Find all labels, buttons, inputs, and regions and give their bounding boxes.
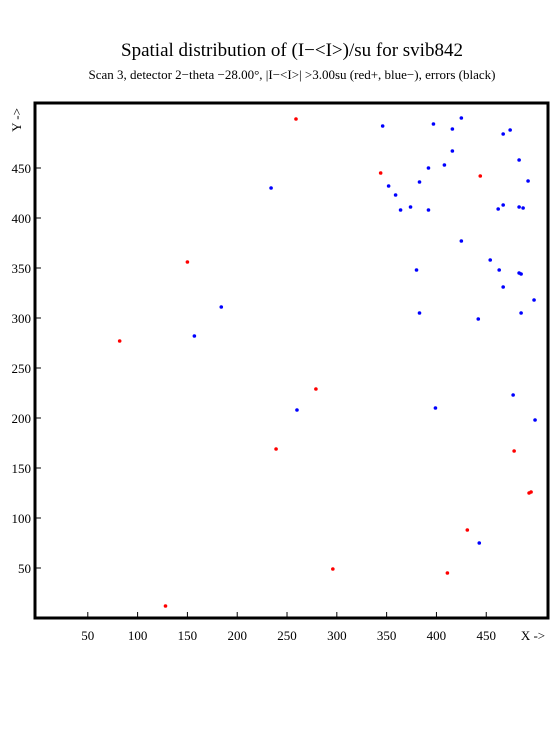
point [408,205,413,209]
point [517,205,521,209]
point [459,116,464,120]
point [442,163,447,167]
x-tick-label: 400 [427,628,447,643]
point [450,127,455,131]
x-tick-label: 100 [128,628,148,643]
point [501,132,505,136]
y-tick-label: 450 [12,161,32,176]
point [414,268,419,272]
x-tick-label: 250 [277,628,297,643]
x-axis-label: X -> [521,628,545,643]
y-tick-label: 100 [12,511,32,526]
point [511,393,515,397]
point [519,272,523,276]
point [501,203,505,207]
y-tick-label: 50 [18,561,31,576]
chart-title: Spatial distribution of (I−<I>)/su for s… [121,40,463,61]
x-tick-label: 350 [377,628,397,643]
point [163,604,168,608]
point [314,387,318,391]
point [219,305,224,309]
y-tick-label: 250 [12,361,32,376]
point [496,207,500,211]
x-tick-label: 150 [178,628,198,643]
point [274,447,278,451]
point [295,408,299,412]
point [478,174,483,178]
y-axis-label: Y -> [9,108,24,132]
point [526,179,530,183]
point [508,128,512,132]
y-tick-label: 350 [12,261,32,276]
point [294,117,298,121]
point [532,298,536,302]
point [433,406,438,410]
point [533,418,537,422]
point [459,239,464,243]
point [512,449,516,453]
point [185,260,190,264]
point [431,122,436,126]
y-tick-label: 200 [12,411,32,426]
point [417,311,422,315]
point [477,541,482,545]
y-tick-label: 150 [12,461,32,476]
x-tick-label: 50 [81,628,94,643]
point [517,158,521,162]
point [529,490,533,494]
point [378,171,383,175]
point [521,206,525,210]
y-tick-label: 400 [12,211,32,226]
x-tick-label: 450 [476,628,496,643]
point [331,567,335,571]
point [380,124,385,128]
point [386,184,391,188]
point [445,571,450,575]
point [450,149,455,153]
plot-frame [33,101,550,620]
point [426,166,431,170]
point [269,186,273,190]
point [417,180,422,184]
point [398,208,403,212]
point [117,339,122,343]
point [426,208,431,212]
y-tick-label: 300 [12,311,32,326]
point [465,528,470,532]
point [192,334,197,338]
x-tick-label: 300 [327,628,347,643]
point [393,193,398,197]
x-tick-label: 200 [227,628,247,643]
point [519,311,523,315]
point [476,317,481,321]
point [488,258,493,262]
point [497,268,501,272]
point [501,285,505,289]
chart-subtitle: Scan 3, detector 2−theta −28.00°, |I−<I>… [89,67,496,82]
